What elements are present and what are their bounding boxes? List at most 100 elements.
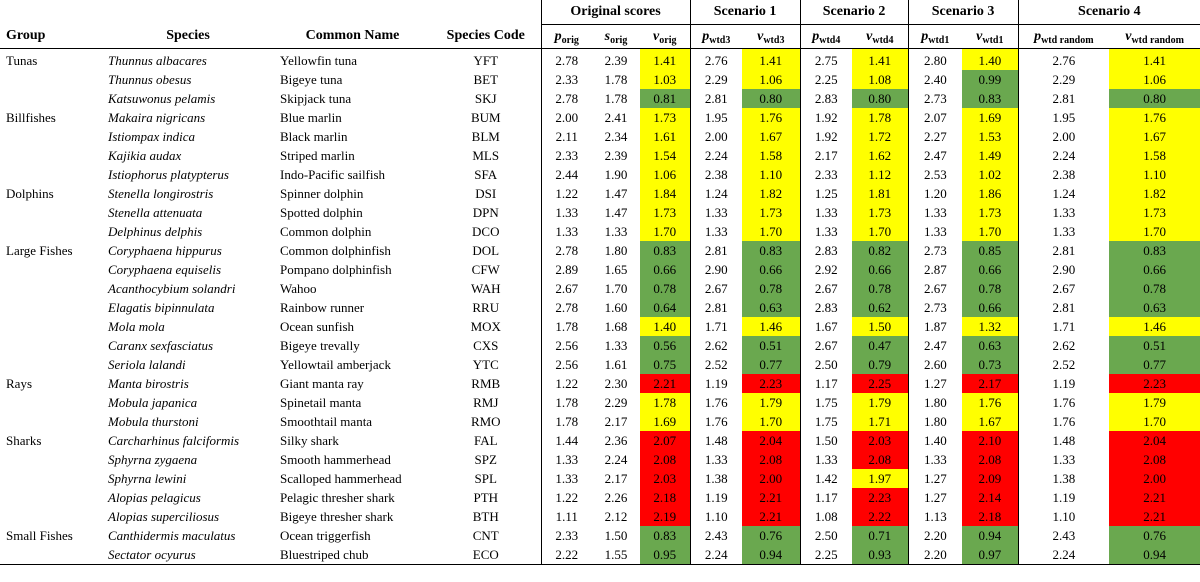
group-cell: Rays: [6, 375, 32, 391]
common-name-cell: Blue marlin: [280, 109, 342, 125]
group-cell: [0, 469, 102, 488]
species-cell: Mobula thurstoni: [108, 413, 199, 429]
group-cell: [0, 146, 102, 165]
p-wtd-random-cell: 2.81: [1017, 241, 1110, 260]
p-orig-cell: 1.22: [540, 374, 592, 393]
table-row: Kajikia audax Striped marlin MLS 2.33 2.39 1.…: [0, 146, 1200, 165]
species-code-cell: BTH: [472, 508, 499, 524]
v-wtd4-header: vwtd4: [852, 24, 909, 49]
p-wtd-random-cell: 1.33: [1017, 450, 1110, 469]
p-orig-cell: 2.89: [540, 260, 592, 279]
p-wtd3-cell: 1.33: [689, 203, 743, 222]
v-wtd4-cell: 0.47: [852, 336, 909, 355]
table-row: Sphyrna zygaena Smooth hammerhead SPZ 1.33 2…: [0, 450, 1200, 469]
s-orig-cell: 1.33: [604, 337, 628, 353]
p-wtd1-cell: 2.40: [907, 70, 963, 89]
s-orig-cell: 2.29: [604, 394, 628, 410]
table-row: Caranx sexfasciatus Bigeye trevally CXS 2.5…: [0, 336, 1200, 355]
table-row: Stenella attenuata Spotted dolphin DPN 1.33…: [0, 203, 1200, 222]
table-row: Sectator ocyurus Bluestriped chub ECO 2.22 1…: [0, 545, 1200, 565]
common-name-cell: Wahoo: [280, 280, 317, 296]
v-orig-cell: 1.69: [640, 412, 691, 431]
v-orig-cell: 0.83: [640, 526, 691, 545]
p-wtd1-cell: 1.87: [907, 317, 963, 336]
group-cell: [0, 488, 102, 507]
v-orig-cell: 1.78: [640, 393, 691, 412]
group-cell: [0, 298, 102, 317]
p-orig-cell: 2.67: [540, 279, 592, 298]
p-wtd-random-cell: 1.48: [1017, 431, 1110, 450]
v-wtd-random-cell: 0.94: [1109, 545, 1200, 565]
p-wtd-random-cell: 1.71: [1017, 317, 1110, 336]
p-wtd-random-cell: 2.52: [1017, 355, 1110, 374]
table-row: Coryphaena equiselis Pompano dolphinfish C…: [0, 260, 1200, 279]
p-wtd1-cell: 1.20: [907, 184, 963, 203]
v-wtd3-cell: 1.10: [742, 165, 801, 184]
s-orig-cell: 1.80: [604, 242, 628, 258]
s-orig-cell: 1.65: [604, 261, 628, 277]
p-wtd1-cell: 2.60: [907, 355, 963, 374]
p-wtd4-cell: 1.08: [799, 507, 853, 526]
v-wtd-random-header: vwtd random: [1109, 24, 1200, 49]
common-name-cell: Spotted dolphin: [280, 204, 363, 220]
v-orig-cell: 1.73: [640, 108, 691, 127]
v-orig-cell: 2.03: [640, 469, 691, 488]
p-wtd3-cell: 2.81: [689, 298, 743, 317]
p-wtd4-cell: 2.50: [799, 355, 853, 374]
species-code-cell: DCO: [472, 223, 500, 239]
v-wtd-random-cell: 1.70: [1109, 412, 1200, 431]
p-orig-cell: 1.33: [540, 450, 592, 469]
p-orig-cell: 1.78: [540, 393, 592, 412]
p-wtd3-cell: 2.76: [689, 48, 743, 70]
psa-scores-table: Original scores Scenario 1 Scenario 2 Sc…: [0, 0, 1200, 565]
v-wtd1-cell: 2.14: [962, 488, 1019, 507]
p-wtd4-cell: 2.83: [799, 298, 853, 317]
scenario-4-header: Scenario 4: [1017, 0, 1200, 25]
group-cell: Sharks: [6, 432, 42, 448]
table-row: Tunas Thunnus albacares Yellowfin tuna YFT 2…: [0, 48, 1200, 70]
p-wtd1-cell: 2.73: [907, 241, 963, 260]
common-name-cell: Giant manta ray: [280, 375, 364, 391]
species-code-cell: FAL: [473, 432, 498, 448]
v-wtd1-cell: 1.40: [962, 48, 1019, 70]
p-wtd3-cell: 2.62: [689, 336, 743, 355]
species-code-cell: BLM: [471, 128, 500, 144]
s-orig-cell: 1.47: [604, 185, 628, 201]
v-orig-cell: 0.56: [640, 336, 691, 355]
p-wtd1-cell: 1.33: [907, 222, 963, 241]
p-orig-cell: 1.33: [540, 469, 592, 488]
p-wtd3-cell: 2.90: [689, 260, 743, 279]
p-wtd4-cell: 1.42: [799, 469, 853, 488]
p-wtd-random-cell: 2.90: [1017, 260, 1110, 279]
v-wtd1-cell: 1.32: [962, 317, 1019, 336]
common-name-cell: Ocean sunfish: [280, 318, 355, 334]
species-cell: Caranx sexfasciatus: [108, 337, 214, 353]
v-wtd4-cell: 2.22: [852, 507, 909, 526]
species-cell: Kajikia audax: [108, 147, 182, 163]
v-wtd-random-cell: 1.67: [1109, 127, 1200, 146]
column-header-row: Group Species Common Name Species Code p…: [0, 24, 1200, 49]
p-wtd-random-cell: 2.29: [1017, 70, 1110, 89]
species-cell: Elagatis bipinnulata: [108, 299, 215, 315]
table-row: Seriola lalandi Yellowtail amberjack YTC 2.…: [0, 355, 1200, 374]
species-code-cell: SPZ: [474, 451, 497, 467]
table-row: Mobula japanica Spinetail manta RMJ 1.78 2.2…: [0, 393, 1200, 412]
p-wtd4-cell: 2.25: [799, 545, 853, 565]
v-wtd-random-cell: 1.06: [1109, 70, 1200, 89]
p-wtd4-cell: 1.92: [799, 127, 853, 146]
p-wtd3-cell: 1.76: [689, 393, 743, 412]
v-wtd3-cell: 2.23: [742, 374, 801, 393]
v-wtd1-cell: 1.69: [962, 108, 1019, 127]
p-wtd4-cell: 1.25: [799, 184, 853, 203]
table-row: Mobula thurstoni Smoothtail manta RMO 1.78 2…: [0, 412, 1200, 431]
group-cell: Small Fishes: [6, 527, 73, 543]
common-name-cell: Rainbow runner: [280, 299, 365, 315]
p-wtd-random-cell: 1.76: [1017, 393, 1110, 412]
s-orig-cell: 1.78: [604, 71, 628, 87]
p-wtd3-cell: 2.24: [689, 545, 743, 565]
p-wtd3-cell: 2.81: [689, 89, 743, 108]
v-wtd4-cell: 0.66: [852, 260, 909, 279]
v-wtd-random-cell: 1.73: [1109, 203, 1200, 222]
v-wtd-random-cell: 0.80: [1109, 89, 1200, 108]
common-name-cell: Bigeye trevally: [280, 337, 360, 353]
